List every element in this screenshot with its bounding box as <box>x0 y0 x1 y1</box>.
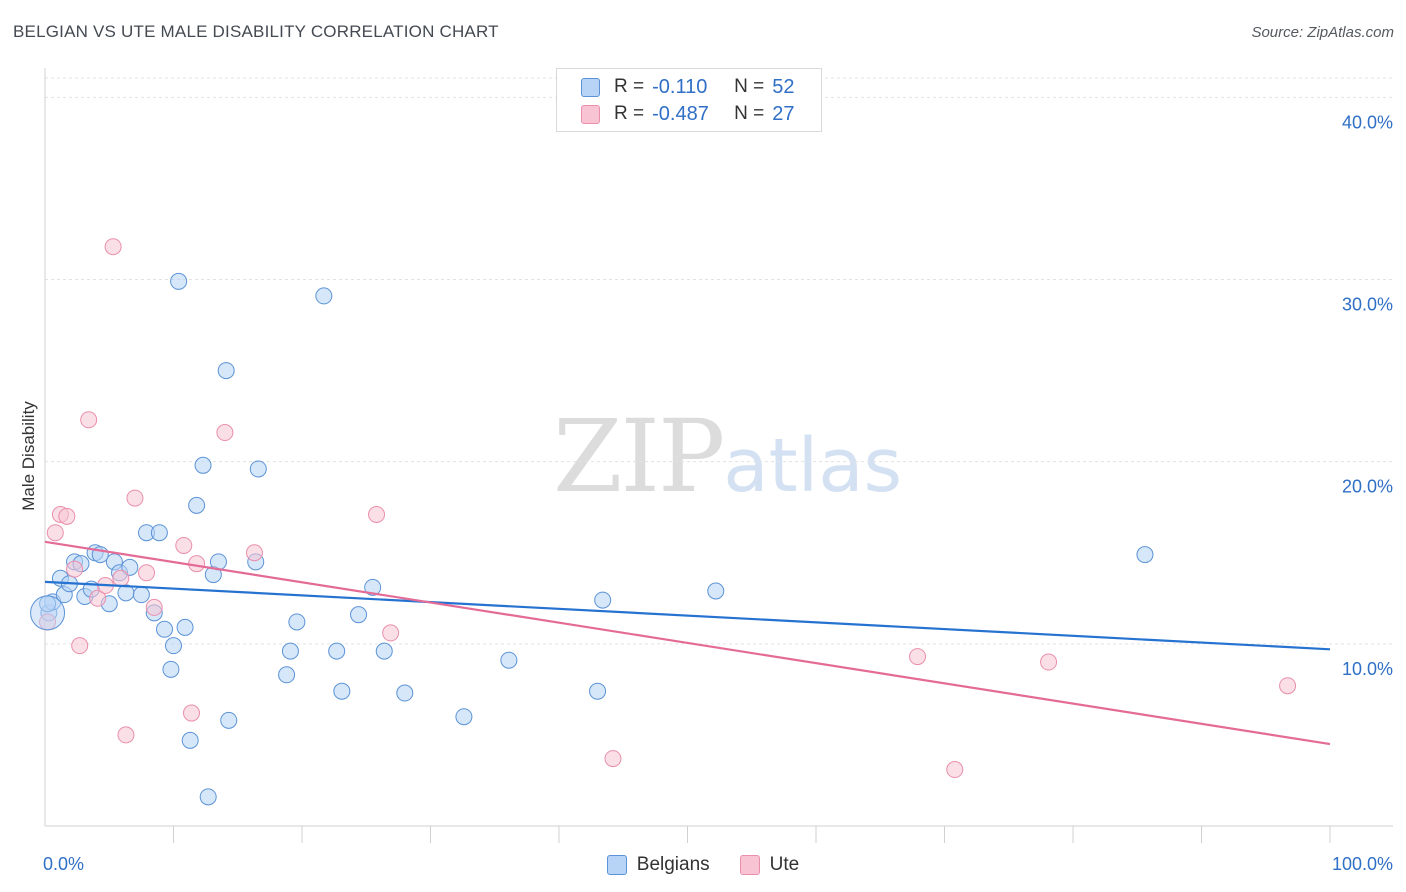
x-tick-label-max: 100.0% <box>1332 854 1393 874</box>
ute-point <box>182 704 200 722</box>
belgians-point <box>328 642 346 660</box>
belgians-point <box>194 456 212 474</box>
ute-legend-label: Ute <box>769 854 800 875</box>
ute-swatch <box>581 104 600 124</box>
n-label: N = <box>734 103 765 124</box>
y-tick-label: 30.0% <box>1342 294 1393 314</box>
ute-point <box>46 524 64 542</box>
belgians-point <box>217 362 235 380</box>
x-tick-label-min: 0.0% <box>43 854 84 874</box>
belgians-point <box>165 637 182 655</box>
belgians-point <box>249 460 267 478</box>
watermark: ZIPatlas <box>553 398 902 515</box>
belgians-point <box>156 620 174 638</box>
y-tick-label: 20.0% <box>1342 477 1393 497</box>
ute-point <box>117 726 135 744</box>
ute-point <box>126 489 144 507</box>
series-legend: Belgians Ute <box>0 852 1406 878</box>
r-label: R = <box>614 76 645 97</box>
ute-point <box>112 569 130 587</box>
y-tick-label: 10.0% <box>1342 659 1393 679</box>
ute-point <box>382 624 400 642</box>
stats-legend: R = -0.110 N = 52 R = -0.487 N = 27 <box>556 68 822 132</box>
ute-point <box>604 750 622 768</box>
data-points <box>30 238 1297 806</box>
legend-item-ute: Ute <box>739 854 800 876</box>
trend-lines <box>44 540 1331 746</box>
source-credit: Source: ZipAtlas.com <box>1251 24 1394 41</box>
y-axis-label: Male Disability <box>19 401 38 511</box>
belgians-point <box>199 788 217 806</box>
ute-point <box>138 564 156 582</box>
belgians-point <box>333 682 351 700</box>
belgians-point <box>176 618 194 636</box>
belgians-point <box>315 287 333 305</box>
n-label: N = <box>734 76 765 97</box>
belgians-r-value: -0.110 <box>652 75 708 98</box>
ute-point <box>245 544 263 562</box>
belgians-point <box>364 578 382 596</box>
belgians-point <box>181 731 199 749</box>
legend-row-ute: R = -0.487 N = 27 <box>581 100 794 128</box>
belgians-point <box>288 613 306 631</box>
belgians-point <box>121 558 139 576</box>
chart-title: BELGIAN VS UTE MALE DISABILITY CORRELATI… <box>13 22 499 41</box>
belgians-point <box>162 660 180 678</box>
belgians-point <box>150 524 168 542</box>
ute-point <box>71 637 89 655</box>
belgians-point <box>281 642 299 660</box>
ute-point <box>216 424 234 442</box>
belgians-point <box>589 682 607 700</box>
belgians-point <box>220 711 238 729</box>
belgians-point <box>500 651 518 669</box>
ute-n-value: 27 <box>772 102 795 125</box>
watermark-zip: ZIP <box>553 398 725 515</box>
legend-row-belgians: R = -0.110 N = 52 <box>581 73 794 101</box>
ute-trend-line <box>44 540 1331 746</box>
belgians-cluster-point <box>30 595 66 631</box>
grid-lines <box>45 77 1393 645</box>
belgians-point <box>132 586 150 604</box>
belgians-point <box>455 708 473 726</box>
belgians-n-value: 52 <box>772 75 795 98</box>
belgians-point <box>594 591 612 609</box>
belgians-point <box>170 272 188 290</box>
ute-point <box>946 761 964 779</box>
ute-point <box>145 598 163 616</box>
ute-point <box>1040 653 1058 671</box>
ute-point <box>175 536 193 554</box>
belgians-trend-line <box>44 580 1331 651</box>
belgians-point <box>1136 546 1154 564</box>
axis-labels: 10.0% 20.0% 30.0% 40.0% 0.0% 100.0% Male Disab… <box>19 112 1393 874</box>
ute-r-value: -0.487 <box>652 102 709 125</box>
r-label: R = <box>614 103 645 124</box>
belgians-point <box>350 606 368 624</box>
ute-point <box>104 238 122 256</box>
belgians-point <box>707 582 725 600</box>
axes <box>44 68 1393 843</box>
ute-legend-swatch <box>739 855 760 875</box>
ute-point <box>58 507 76 525</box>
y-tick-label: 40.0% <box>1342 112 1393 132</box>
belgians-legend-label: Belgians <box>636 854 710 875</box>
watermark-atlas: atlas <box>723 423 903 509</box>
ute-point <box>66 560 84 578</box>
belgians-legend-swatch <box>606 855 627 875</box>
belgians-swatch <box>581 77 600 97</box>
belgians-point <box>188 496 206 514</box>
belgians-point <box>375 642 393 660</box>
ute-point <box>909 648 927 666</box>
legend-item-belgians: Belgians <box>606 854 710 876</box>
ute-point <box>368 505 386 523</box>
ute-point <box>188 555 206 573</box>
ute-point <box>80 411 98 429</box>
belgians-point <box>278 666 296 684</box>
ute-point <box>89 589 107 607</box>
belgians-point <box>396 684 414 702</box>
ute-point <box>1279 677 1297 695</box>
